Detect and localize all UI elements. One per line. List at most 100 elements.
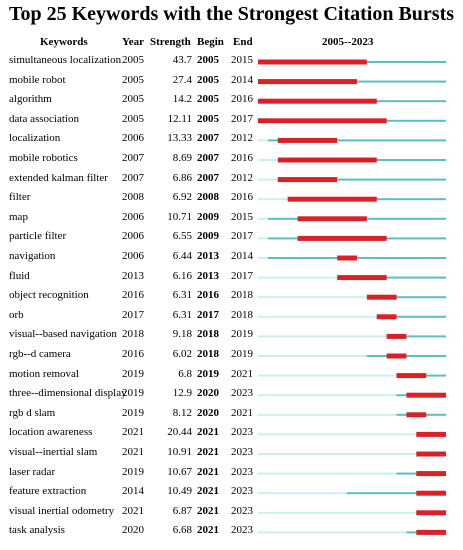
row-end: 2017: [231, 112, 253, 125]
header-end: End: [233, 36, 253, 48]
row-year: 2016: [122, 348, 144, 360]
row-keyword: visual--inertial slam: [9, 446, 98, 458]
burst-bar: [416, 510, 446, 516]
burst-bar: [366, 294, 397, 300]
row-strength: 8.69: [172, 152, 192, 164]
row-end: 2023: [231, 504, 253, 517]
row-strength: 6.68: [172, 524, 192, 537]
row-strength: 6.31: [172, 308, 192, 321]
row-end: 2023: [231, 465, 253, 478]
burst-bar: [277, 157, 377, 163]
row-year: 2019: [122, 387, 144, 400]
row-strength: 27.4: [172, 73, 192, 86]
row-end: 2016: [231, 152, 253, 164]
inactive-line: [258, 159, 278, 161]
row-keyword: fluid: [9, 269, 30, 282]
row-year: 2017: [122, 308, 144, 321]
row-end: 2015: [231, 54, 253, 66]
row-end: 2018: [231, 308, 253, 321]
row-keyword: location awareness: [9, 426, 93, 439]
row-begin: 2017: [197, 308, 219, 321]
row-keyword: localization: [9, 132, 61, 145]
row-end: 2019: [231, 348, 253, 360]
burst-bar: [258, 59, 367, 65]
row-keyword: data association: [9, 112, 79, 125]
row-strength: 9.18: [172, 328, 192, 341]
row-year: 2013: [122, 269, 144, 282]
burst-bar: [396, 373, 427, 379]
row-keyword: simultaneous localization: [9, 54, 122, 66]
row-end: 2021: [231, 367, 253, 380]
row-strength: 6.44: [172, 250, 192, 262]
row-year: 2008: [122, 191, 144, 204]
row-year: 2019: [122, 465, 144, 478]
row-end: 2015: [231, 210, 253, 223]
header-strength: Strength: [150, 36, 191, 48]
row-end: 2023: [231, 524, 253, 537]
row-keyword: algorithm: [9, 93, 52, 106]
row-end: 2016: [231, 93, 253, 106]
chart-title: Top 25 Keywords with the Strongest Citat…: [8, 3, 455, 25]
inactive-line: [258, 511, 417, 514]
row-begin: 2007: [197, 152, 219, 164]
row-strength: 6.02: [172, 348, 192, 360]
row-begin: 2019: [197, 367, 219, 380]
row-strength: 13.33: [167, 132, 192, 145]
burst-bar: [406, 392, 446, 398]
inactive-line: [258, 433, 417, 436]
inactive-line: [258, 198, 288, 201]
inactive-line: [258, 296, 367, 299]
row-end: 2023: [231, 426, 253, 439]
row-begin: 2020: [197, 387, 219, 400]
row-end: 2014: [231, 73, 253, 86]
row-begin: 2013: [197, 269, 219, 282]
burst-bar: [416, 431, 446, 437]
row-strength: 6.55: [172, 230, 192, 243]
inactive-line: [258, 276, 338, 279]
active-line: [366, 296, 446, 299]
row-end: 2019: [231, 328, 253, 341]
row-begin: 2021: [197, 485, 219, 498]
row-keyword: motion removal: [9, 367, 79, 380]
inactive-line: [258, 237, 268, 240]
row-year: 2020: [122, 524, 144, 537]
row-begin: 2021: [197, 524, 219, 537]
header-range: 2005--2023: [322, 36, 374, 48]
row-end: 2023: [231, 387, 253, 400]
inactive-line: [258, 453, 417, 455]
inactive-line: [258, 315, 377, 318]
row-year: 2006: [122, 230, 144, 243]
row-keyword: filter: [9, 191, 31, 204]
row-strength: 12.9: [172, 387, 192, 400]
row-keyword: task analysis: [9, 524, 65, 537]
burst-bar: [277, 137, 338, 143]
row-end: 2018: [231, 289, 253, 302]
row-year: 2021: [122, 504, 144, 517]
row-keyword: extended kalman filter: [9, 171, 108, 184]
row-begin: 2005: [197, 93, 219, 106]
row-year: 2021: [122, 426, 144, 439]
row-end: 2012: [231, 171, 253, 184]
row-keyword: rgb d slam: [9, 406, 56, 419]
row-year: 2019: [122, 406, 144, 419]
row-begin: 2016: [197, 289, 219, 302]
burst-bar: [416, 451, 446, 457]
row-strength: 43.7: [172, 54, 192, 66]
burst-bar: [416, 529, 446, 535]
active-line: [337, 276, 446, 279]
row-end: 2014: [231, 250, 253, 262]
row-year: 2006: [122, 132, 144, 145]
row-keyword: orb: [9, 308, 24, 321]
row-strength: 6.92: [172, 191, 192, 204]
row-keyword: mobile robot: [9, 73, 66, 86]
row-keyword: laser radar: [9, 465, 56, 478]
row-begin: 2020: [197, 406, 219, 419]
row-keyword: mobile robotics: [9, 152, 78, 164]
row-year: 2005: [122, 112, 144, 125]
inactive-line: [258, 355, 367, 357]
inactive-line: [258, 139, 268, 142]
row-end: 2021: [231, 406, 253, 419]
row-keyword: three--dimensional display: [9, 387, 127, 400]
inactive-line: [258, 413, 397, 416]
